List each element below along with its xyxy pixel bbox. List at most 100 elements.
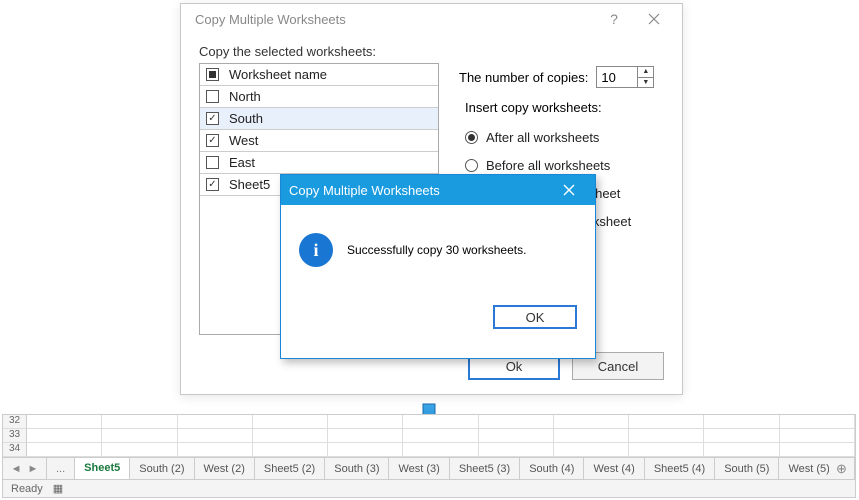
radio-button[interactable] bbox=[465, 131, 478, 144]
sheet-tab[interactable]: Sheet5 bbox=[75, 458, 130, 479]
radio-label: Before all worksheets bbox=[486, 158, 610, 173]
row-header[interactable]: 33 bbox=[3, 429, 27, 443]
cell[interactable] bbox=[704, 443, 779, 457]
sheet-tab[interactable]: West (3) bbox=[389, 458, 449, 479]
cell[interactable] bbox=[102, 443, 177, 457]
cell[interactable] bbox=[253, 429, 328, 443]
sheet-name: South bbox=[229, 111, 263, 126]
cell[interactable] bbox=[403, 429, 478, 443]
sheet-tab[interactable]: South (3) bbox=[325, 458, 389, 479]
grid-row: 32 bbox=[3, 415, 855, 429]
copies-row: The number of copies: ▲ ▼ bbox=[459, 66, 664, 88]
sheet-row[interactable]: North bbox=[200, 86, 438, 108]
sheet-tab[interactable]: West (4) bbox=[584, 458, 644, 479]
copy-selected-label: Copy the selected worksheets: bbox=[199, 44, 439, 59]
row-cells bbox=[27, 415, 855, 429]
cell[interactable] bbox=[328, 429, 403, 443]
cell[interactable] bbox=[102, 415, 177, 429]
cell[interactable] bbox=[554, 415, 629, 429]
copies-input[interactable] bbox=[597, 67, 637, 87]
tab-overflow[interactable]: ... bbox=[47, 458, 75, 479]
status-bar: Ready ▦ bbox=[3, 479, 855, 497]
cell[interactable] bbox=[629, 415, 704, 429]
sheet-tab[interactable]: South (4) bbox=[520, 458, 584, 479]
spinner-up[interactable]: ▲ bbox=[638, 67, 653, 78]
excel-window-strip: 323334 ◄ ► ...Sheet5South (2)West (2)She… bbox=[2, 414, 856, 498]
sheet-checkbox[interactable] bbox=[206, 178, 219, 191]
cell[interactable] bbox=[328, 443, 403, 457]
sheet-tab[interactable]: West (2) bbox=[195, 458, 255, 479]
radio-button[interactable] bbox=[465, 159, 478, 172]
sheet-tab[interactable]: South (5) bbox=[715, 458, 779, 479]
cell[interactable] bbox=[178, 443, 253, 457]
help-button[interactable]: ? bbox=[594, 5, 634, 33]
success-message-dialog: Copy Multiple Worksheets i Successfully … bbox=[280, 174, 596, 359]
msg-title: Copy Multiple Worksheets bbox=[289, 183, 551, 198]
cell[interactable] bbox=[704, 429, 779, 443]
new-sheet-button[interactable]: ⊕ bbox=[829, 458, 855, 479]
tabs-container: ...Sheet5South (2)West (2)Sheet5 (2)Sout… bbox=[47, 458, 829, 479]
cell[interactable] bbox=[629, 429, 704, 443]
spinner-down[interactable]: ▼ bbox=[638, 78, 653, 88]
sheet-tab[interactable]: Sheet5 (3) bbox=[450, 458, 520, 479]
sheet-checkbox[interactable] bbox=[206, 90, 219, 103]
sheet-checkbox[interactable] bbox=[206, 134, 219, 147]
cell[interactable] bbox=[253, 415, 328, 429]
cell[interactable] bbox=[253, 443, 328, 457]
cell[interactable] bbox=[479, 443, 554, 457]
sheet-checkbox[interactable] bbox=[206, 112, 219, 125]
sheet-tab[interactable]: Sheet5 (4) bbox=[645, 458, 715, 479]
close-icon bbox=[648, 13, 660, 25]
grid-row: 33 bbox=[3, 429, 855, 443]
cell[interactable] bbox=[704, 415, 779, 429]
sheet-tab[interactable]: Sheet5 (2) bbox=[255, 458, 325, 479]
spinner-arrows: ▲ ▼ bbox=[637, 67, 653, 87]
msg-titlebar: Copy Multiple Worksheets bbox=[281, 175, 595, 205]
msg-body: i Successfully copy 30 worksheets. bbox=[281, 205, 595, 295]
cell[interactable] bbox=[403, 443, 478, 457]
msg-close-button[interactable] bbox=[551, 184, 587, 196]
sheet-tab[interactable]: West (5) bbox=[779, 458, 829, 479]
row-header[interactable]: 32 bbox=[3, 415, 27, 429]
close-icon bbox=[563, 184, 575, 196]
sheet-row[interactable]: South bbox=[200, 108, 438, 130]
tab-nav-next[interactable]: ► bbox=[28, 463, 39, 475]
cell[interactable] bbox=[629, 443, 704, 457]
cell[interactable] bbox=[178, 415, 253, 429]
cell[interactable] bbox=[780, 415, 855, 429]
cell[interactable] bbox=[554, 429, 629, 443]
list-header-row[interactable]: Worksheet name bbox=[200, 64, 438, 86]
grid-rows: 323334 bbox=[3, 415, 855, 457]
cell[interactable] bbox=[780, 429, 855, 443]
cell[interactable] bbox=[780, 443, 855, 457]
sheet-checkbox[interactable] bbox=[206, 156, 219, 169]
cell[interactable] bbox=[27, 415, 102, 429]
radio-option[interactable]: After all worksheets bbox=[465, 123, 664, 151]
sheet-name: Sheet5 bbox=[229, 177, 270, 192]
cell[interactable] bbox=[554, 443, 629, 457]
sheet-row[interactable]: West bbox=[200, 130, 438, 152]
macro-record-icon[interactable]: ▦ bbox=[53, 482, 63, 495]
cell[interactable] bbox=[27, 429, 102, 443]
cell[interactable] bbox=[27, 443, 102, 457]
cell[interactable] bbox=[178, 429, 253, 443]
select-all-checkbox[interactable] bbox=[206, 68, 219, 81]
cell[interactable] bbox=[479, 429, 554, 443]
msg-buttons: OK bbox=[281, 295, 595, 345]
sheet-row[interactable]: East bbox=[200, 152, 438, 174]
copies-spinner[interactable]: ▲ ▼ bbox=[596, 66, 654, 88]
row-cells bbox=[27, 429, 855, 443]
cell[interactable] bbox=[328, 415, 403, 429]
cell[interactable] bbox=[403, 415, 478, 429]
close-button[interactable] bbox=[634, 5, 674, 33]
msg-text: Successfully copy 30 worksheets. bbox=[347, 243, 526, 257]
msg-ok-button[interactable]: OK bbox=[493, 305, 577, 329]
row-header[interactable]: 34 bbox=[3, 443, 27, 457]
info-icon: i bbox=[299, 233, 333, 267]
cell[interactable] bbox=[479, 415, 554, 429]
insert-label: Insert copy worksheets: bbox=[465, 100, 664, 115]
sheet-tab[interactable]: South (2) bbox=[130, 458, 194, 479]
tab-nav-prev[interactable]: ◄ bbox=[11, 463, 22, 475]
grid-row: 34 bbox=[3, 443, 855, 457]
cell[interactable] bbox=[102, 429, 177, 443]
